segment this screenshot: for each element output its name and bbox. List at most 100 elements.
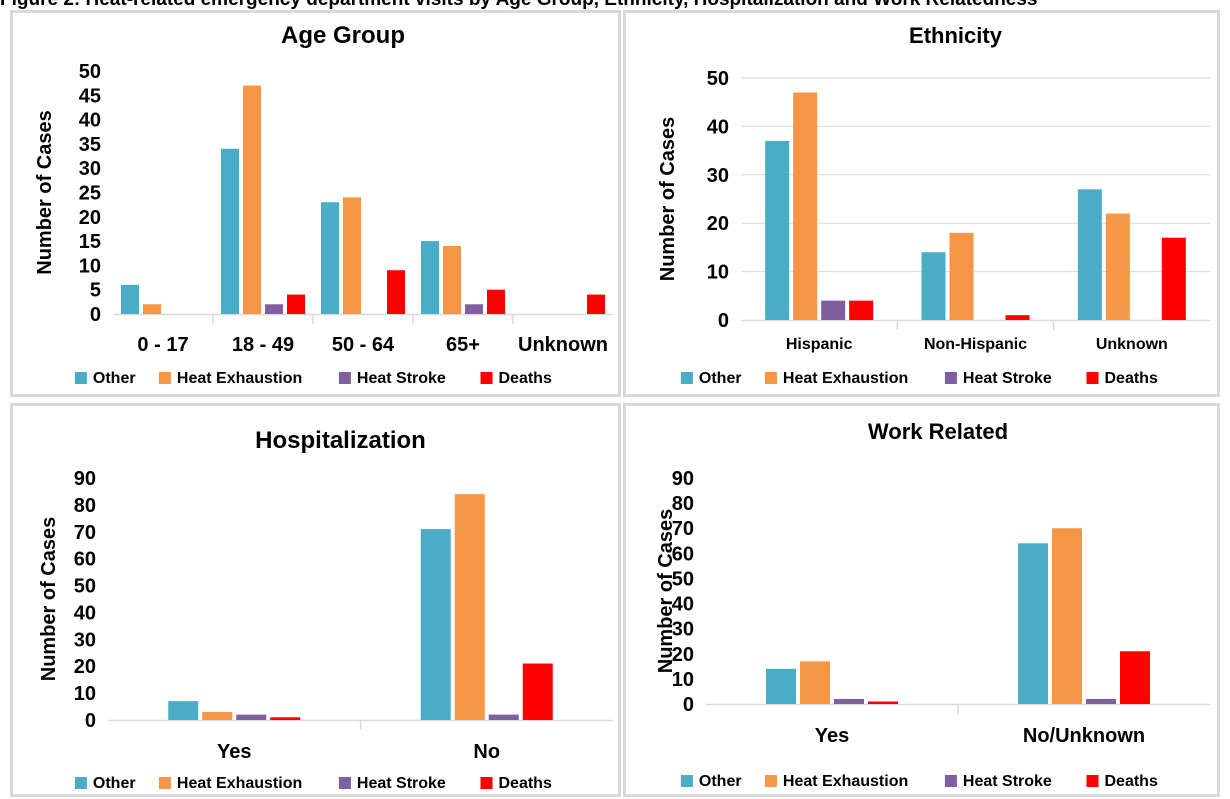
y-tick-label: 20 bbox=[707, 213, 729, 235]
bar-heat-stroke-18-49 bbox=[265, 304, 283, 314]
legend-swatch-deaths bbox=[1087, 372, 1099, 384]
legend-swatch-other bbox=[681, 775, 693, 787]
chart-svg: Work Related 0 10 20 30 40 50 60 70 80 90 Number of… bbox=[626, 406, 1217, 794]
y-tick-label: 40 bbox=[74, 602, 96, 624]
legend-swatch-deaths bbox=[481, 777, 493, 789]
bar-heat-exhaustion-unknown bbox=[1106, 214, 1130, 320]
chart-svg: Ethnicity 0 10 20 30 40 50 Number of Cases Hispa… bbox=[626, 13, 1217, 394]
bar-deaths-no bbox=[523, 664, 553, 720]
y-axis-label: Number of Cases bbox=[657, 117, 679, 282]
legend-swatch-heat-exhaustion bbox=[159, 372, 171, 384]
y-tick-label: 50 bbox=[707, 68, 729, 90]
y-tick-label: 50 bbox=[74, 576, 96, 598]
legend-swatch-other bbox=[75, 372, 87, 384]
y-tick-label: 45 bbox=[79, 85, 101, 107]
legend-swatch-other bbox=[681, 372, 693, 384]
x-tick-label: Non-Hispanic bbox=[924, 336, 1027, 353]
bar-heat-exhaustion-no bbox=[455, 494, 485, 720]
x-tick-label: No bbox=[473, 741, 500, 763]
legend-swatch-heat-stroke bbox=[339, 777, 351, 789]
y-tick-label: 5 bbox=[90, 280, 101, 302]
chart-legend: Other Heat Exhaustion Heat Stroke Deaths bbox=[75, 370, 552, 387]
bar-other-yes bbox=[168, 701, 198, 720]
bar-other-yes bbox=[766, 669, 796, 704]
y-tick-label: 40 bbox=[79, 110, 101, 132]
legend-label-other: Other bbox=[93, 775, 136, 792]
x-tick-label: Unknown bbox=[1096, 336, 1168, 353]
bar-other-18-49 bbox=[221, 149, 239, 314]
bar-deaths-yes bbox=[868, 701, 898, 704]
x-tick-label: No/Unknown bbox=[1023, 725, 1145, 747]
bar-heat-exhaustion-18-49 bbox=[243, 86, 261, 314]
bar-heat-exhaustion-non-hispanic bbox=[950, 233, 974, 320]
chart-legend: Other Heat Exhaustion Heat Stroke Deaths bbox=[681, 370, 1158, 387]
legend-label-other: Other bbox=[699, 773, 742, 790]
bar-heat-stroke-no bbox=[489, 715, 519, 720]
bar-heat-stroke-yes bbox=[236, 715, 266, 720]
legend-swatch-heat-exhaustion bbox=[765, 775, 777, 787]
legend-label-deaths: Deaths bbox=[499, 370, 552, 387]
bar-deaths-yes bbox=[270, 717, 300, 720]
legend-label-heat-exhaustion: Heat Exhaustion bbox=[177, 370, 302, 387]
legend-swatch-deaths bbox=[1087, 775, 1099, 787]
chart-title: Ethnicity bbox=[909, 23, 1003, 48]
bar-other-hispanic bbox=[765, 141, 789, 320]
y-tick-label: 0 bbox=[683, 694, 694, 716]
x-tick-label: 65+ bbox=[446, 334, 480, 356]
x-tick-label: Unknown bbox=[518, 334, 608, 356]
bar-other-unknown bbox=[1078, 189, 1102, 320]
x-tick-label: Yes bbox=[217, 741, 251, 763]
legend-label-heat-exhaustion: Heat Exhaustion bbox=[177, 775, 302, 792]
bar-heat-stroke-65 bbox=[465, 304, 483, 314]
bar-other-no bbox=[421, 529, 451, 720]
bar-heat-stroke-no-unknown bbox=[1086, 699, 1116, 704]
y-tick-label: 35 bbox=[79, 134, 101, 156]
chart-panel-ethnicity: Ethnicity 0 10 20 30 40 50 Number of Cases Hispa… bbox=[623, 10, 1220, 397]
y-tick-label: 15 bbox=[79, 231, 101, 253]
y-tick-label: 90 bbox=[672, 468, 694, 490]
chart-title: Work Related bbox=[868, 419, 1008, 444]
legend-swatch-heat-exhaustion bbox=[765, 372, 777, 384]
y-tick-label: 0 bbox=[85, 710, 96, 732]
bar-heat-exhaustion-no-unknown bbox=[1052, 528, 1082, 704]
y-axis-label: Number of Cases bbox=[655, 509, 677, 674]
bar-other-non-hispanic bbox=[922, 252, 946, 320]
bar-deaths-hispanic bbox=[849, 301, 873, 320]
bar-heat-exhaustion-hispanic bbox=[793, 93, 817, 320]
bar-other-50-64 bbox=[321, 202, 339, 314]
legend-label-heat-stroke: Heat Stroke bbox=[963, 370, 1052, 387]
chart-title: Hospitalization bbox=[255, 427, 426, 454]
y-tick-label: 25 bbox=[79, 183, 101, 205]
y-tick-label: 20 bbox=[79, 207, 101, 229]
y-tick-label: 0 bbox=[90, 304, 101, 326]
y-tick-label: 70 bbox=[74, 522, 96, 544]
y-tick-label: 80 bbox=[74, 495, 96, 517]
bar-heat-exhaustion-50-64 bbox=[343, 197, 361, 314]
bar-heat-exhaustion-0-17 bbox=[143, 304, 161, 314]
bar-heat-exhaustion-yes bbox=[800, 661, 830, 704]
bar-deaths-no-unknown bbox=[1120, 651, 1150, 704]
bar-heat-stroke-yes bbox=[834, 699, 864, 704]
legend-label-deaths: Deaths bbox=[499, 775, 552, 792]
legend-swatch-heat-exhaustion bbox=[159, 777, 171, 789]
chart-legend: Other Heat Exhaustion Heat Stroke Deaths bbox=[75, 775, 552, 792]
y-tick-label: 60 bbox=[74, 549, 96, 571]
y-tick-label: 10 bbox=[79, 255, 101, 277]
y-tick-label: 40 bbox=[707, 116, 729, 138]
legend-swatch-heat-stroke bbox=[945, 372, 957, 384]
legend-swatch-heat-stroke bbox=[339, 372, 351, 384]
bar-deaths-unknown bbox=[587, 295, 605, 314]
legend-label-heat-stroke: Heat Stroke bbox=[357, 370, 446, 387]
legend-label-other: Other bbox=[93, 370, 136, 387]
bar-other-no-unknown bbox=[1018, 543, 1048, 704]
figure-caption: Figure 2: Heat-related emergency departm… bbox=[0, 0, 1038, 10]
y-tick-label: 90 bbox=[74, 468, 96, 490]
y-tick-label: 0 bbox=[718, 310, 729, 332]
y-axis-label: Number of Cases bbox=[38, 517, 60, 682]
legend-label-heat-stroke: Heat Stroke bbox=[963, 773, 1052, 790]
y-axis-label: Number of Cases bbox=[34, 110, 56, 275]
legend-swatch-other bbox=[75, 777, 87, 789]
legend-swatch-deaths bbox=[481, 372, 493, 384]
chart-panel-work-related: Work Related 0 10 20 30 40 50 60 70 80 90 Number of… bbox=[623, 403, 1220, 797]
